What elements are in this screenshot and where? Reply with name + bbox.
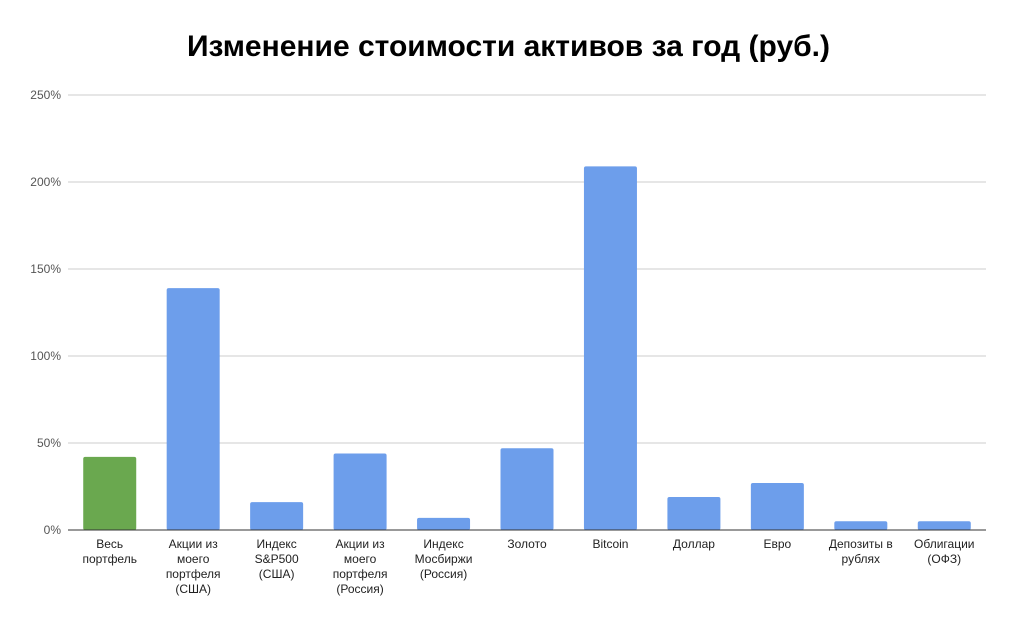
y-tick-label: 200% — [30, 175, 61, 189]
bar — [917, 521, 971, 530]
x-tick-label: Доллар — [673, 537, 715, 551]
y-tick-label: 100% — [30, 349, 61, 363]
bar — [166, 288, 220, 530]
bar — [583, 166, 637, 530]
bar — [667, 496, 721, 530]
x-tick-label: Облигации (ОФЗ) — [914, 537, 974, 566]
x-axis-labels: Весь портфель Акции из моего портфеля (США) Ин… — [82, 537, 974, 596]
bars — [83, 166, 971, 530]
bar — [750, 483, 804, 530]
x-tick-label: Bitcoin — [592, 537, 628, 551]
x-tick-label: Евро — [763, 537, 791, 551]
y-tick-label: 50% — [37, 436, 61, 450]
bar — [250, 502, 304, 530]
x-tick-label: Акции из моего портфеля (США) — [166, 537, 221, 596]
bar — [417, 517, 471, 530]
x-tick-label: Индекс Мосбиржи (Россия) — [415, 537, 473, 581]
y-tick-label: 150% — [30, 262, 61, 276]
x-tick-label: Весь портфель — [82, 537, 136, 566]
x-tick-label: Золото — [507, 537, 547, 551]
chart-title: Изменение стоимости активов за год (руб.… — [186, 30, 830, 63]
y-tick-label: 250% — [30, 88, 61, 102]
bar — [83, 456, 137, 530]
bar — [500, 448, 554, 530]
x-tick-label: Индекс S&P500 (США) — [255, 537, 299, 581]
y-axis-ticks: 0% 50% 100% 150% 200% 250% — [30, 88, 61, 537]
gridlines — [68, 94, 986, 444]
bar — [834, 521, 888, 530]
x-tick-label: Депозиты в рублях — [829, 537, 893, 566]
bar — [333, 453, 387, 530]
x-tick-label: Акции из моего портфеля (Россия) — [333, 537, 388, 596]
y-tick-label: 0% — [44, 523, 62, 537]
